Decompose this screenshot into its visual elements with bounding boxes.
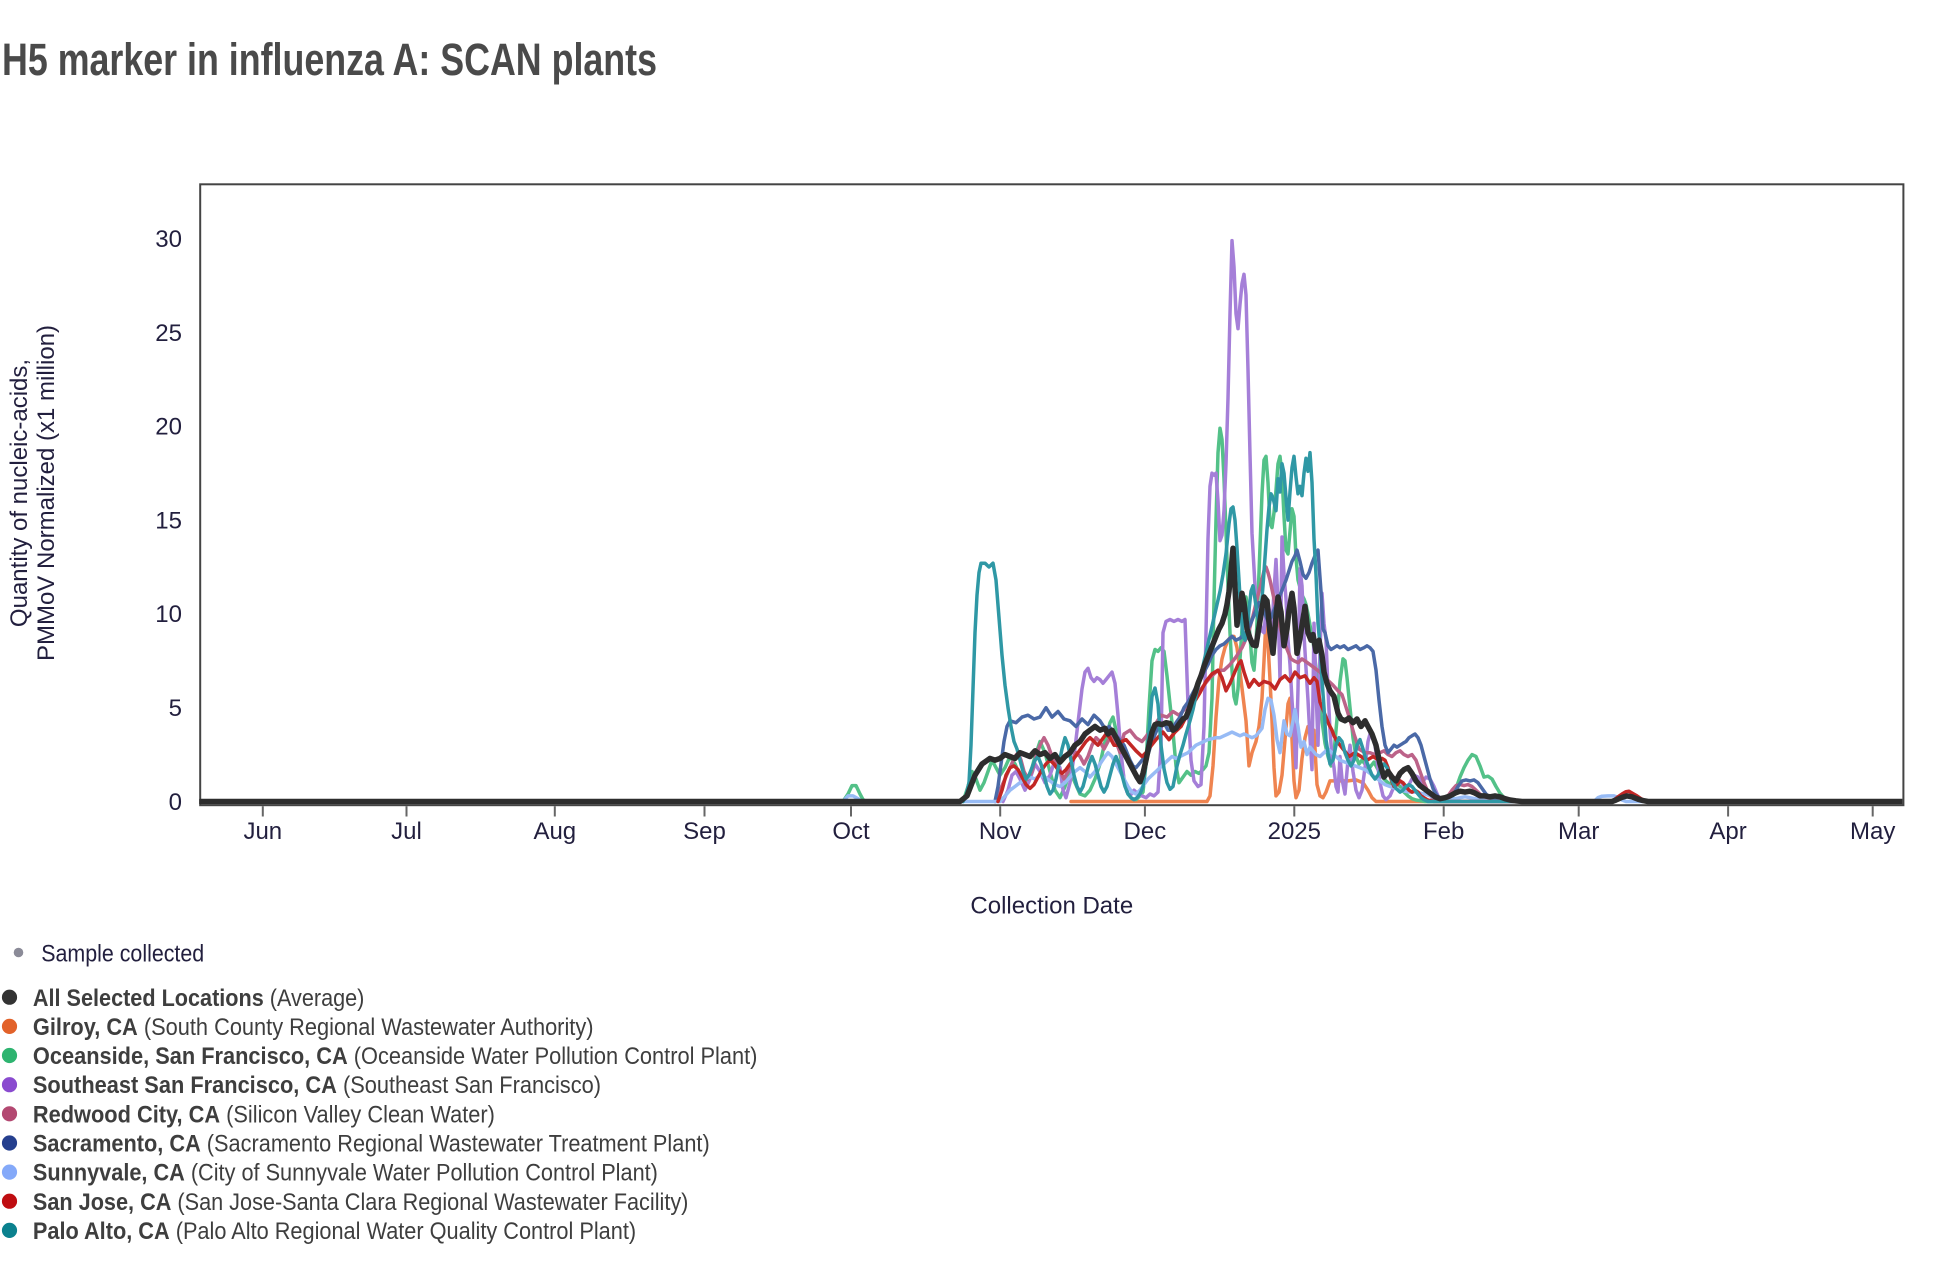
svg-text:Sacramento, CA (Sacramento Reg: Sacramento, CA (Sacramento Regional Wast… [33,1131,710,1158]
svg-text:Oct: Oct [832,818,870,845]
svg-text:H5 marker in influenza A: SCAN: H5 marker in influenza A: SCAN plants [2,34,657,85]
svg-text:Gilroy, CA (South County Regio: Gilroy, CA (South County Regional Wastew… [33,1014,594,1041]
svg-text:0: 0 [169,789,182,816]
svg-text:Feb: Feb [1423,818,1464,845]
svg-text:PMMoV Normalized (x1 million): PMMoV Normalized (x1 million) [33,325,60,661]
svg-text:30: 30 [155,226,182,253]
svg-text:20: 20 [155,414,182,441]
svg-text:Sunnyvale, CA (City of Sunnyva: Sunnyvale, CA (City of Sunnyvale Water P… [33,1160,658,1187]
svg-text:Jul: Jul [391,818,422,845]
svg-text:San Jose, CA (San Jose-Santa C: San Jose, CA (San Jose-Santa Clara Regio… [33,1189,689,1216]
svg-text:Redwood City, CA (Silicon Vall: Redwood City, CA (Silicon Valley Clean W… [33,1101,495,1128]
svg-text:25: 25 [155,320,182,347]
svg-text:Nov: Nov [979,818,1022,845]
svg-text:Collection Date: Collection Date [970,893,1133,920]
svg-text:Apr: Apr [1709,818,1746,845]
svg-text:Palo Alto, CA (Palo Alto Regio: Palo Alto, CA (Palo Alto Regional Water … [33,1218,636,1245]
svg-text:Sample collected: Sample collected [41,941,204,968]
svg-text:Oceanside, San Francisco, CA (: Oceanside, San Francisco, CA (Oceanside … [33,1043,758,1070]
svg-text:Sep: Sep [683,818,726,845]
svg-text:15: 15 [155,507,182,534]
svg-text:2025: 2025 [1268,818,1321,845]
svg-text:All Selected Locations (Averag: All Selected Locations (Average) [33,985,365,1012]
svg-text:Southeast San Francisco, CA (S: Southeast San Francisco, CA (Southeast S… [33,1072,601,1099]
svg-text:Jun: Jun [243,818,282,845]
svg-text:5: 5 [169,695,182,722]
svg-text:Mar: Mar [1558,818,1599,845]
svg-text:Quantity of nucleic-acids,: Quantity of nucleic-acids, [6,359,33,627]
svg-text:May: May [1850,818,1895,845]
svg-text:10: 10 [155,601,182,628]
svg-text:Dec: Dec [1124,818,1167,845]
svg-text:Aug: Aug [533,818,576,845]
